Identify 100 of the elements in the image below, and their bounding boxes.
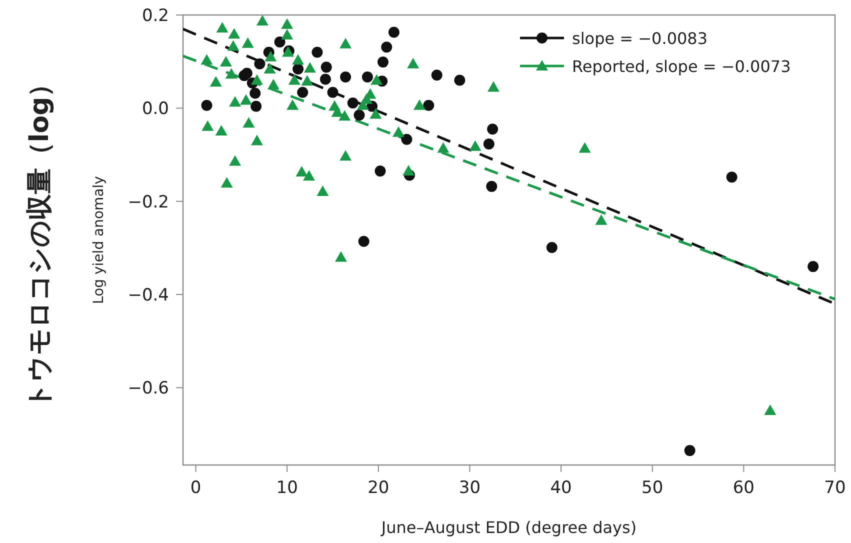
point [401,134,412,145]
point [356,99,369,110]
point [340,38,352,48]
point [250,88,261,99]
point [267,78,280,90]
x-tick-label: 10 [276,478,298,498]
point [388,26,400,38]
legend-label: slope = −0.0083 [572,29,708,48]
point [327,86,338,98]
point [374,166,386,177]
point [201,100,212,111]
point [274,36,286,48]
point [578,142,591,153]
point [240,94,252,105]
point [487,81,500,92]
legend-item: slope = −0.0083 [520,29,708,48]
point [220,56,232,67]
x-axis-title: June–August EDD (degree days) [380,518,637,537]
point [250,134,263,146]
point [362,71,373,82]
point [486,180,498,192]
y-tick-label: −0.4 [128,286,169,306]
point [347,98,358,109]
point [264,63,276,74]
point [238,70,250,82]
point [370,108,382,119]
point [250,74,263,85]
point [684,445,696,456]
point [320,62,332,73]
point [334,251,347,262]
point [340,150,352,161]
point [229,155,242,166]
legend-label: Reported, slope = −0.0073 [572,57,791,76]
y-tick-label: 0.0 [142,99,169,120]
y-tick-label: −0.2 [128,192,169,212]
point [286,99,299,110]
point [808,261,819,272]
point [227,40,240,51]
point [304,62,316,73]
point [320,74,331,85]
point [281,18,294,29]
point [303,170,316,181]
point [431,70,442,81]
point [242,37,254,48]
x-tick-label: 40 [550,478,572,498]
point [281,29,294,40]
point [292,64,304,75]
y-tick-label: 0.2 [142,6,169,26]
legend-item: Reported, slope = −0.0073 [520,57,791,76]
x-tick-label: 50 [642,478,664,498]
point [312,46,323,58]
point [254,58,266,70]
x-tick-label: 70 [824,478,846,498]
point [250,100,262,112]
point [358,236,370,247]
text: トウモロコシの収量（log） [25,70,55,410]
point [407,58,420,68]
point [469,140,482,151]
y-tick-label: −0.6 [128,378,169,399]
point [370,74,383,85]
point [595,214,608,225]
point [392,126,405,137]
point [487,124,498,135]
point [210,76,222,87]
point [546,242,558,253]
point [202,120,214,131]
y-axis-title: Log yield anomaly [91,176,107,304]
point [256,15,268,26]
point [220,177,233,188]
point [264,50,277,62]
point [229,96,242,107]
point [200,54,213,65]
x-tick-label: 30 [458,478,481,498]
point [242,117,255,128]
point [301,75,314,86]
point [764,404,776,415]
point [377,56,388,68]
x-tick-label: 20 [368,478,390,498]
point [354,110,365,121]
point [340,71,352,82]
point [216,22,228,33]
point [726,172,738,183]
point [225,68,238,79]
point [423,100,434,111]
x-tick-label: 0 [190,478,202,498]
point [414,99,426,110]
point [437,142,450,153]
point [297,86,308,98]
point [228,28,240,39]
point [292,54,304,65]
point [338,110,351,121]
point [215,124,228,136]
x-tick-label: 60 [732,478,755,498]
point [402,165,415,176]
point [316,186,329,196]
point [381,42,392,53]
point [454,74,466,86]
point [296,166,308,176]
point [288,74,300,85]
point [483,138,494,150]
